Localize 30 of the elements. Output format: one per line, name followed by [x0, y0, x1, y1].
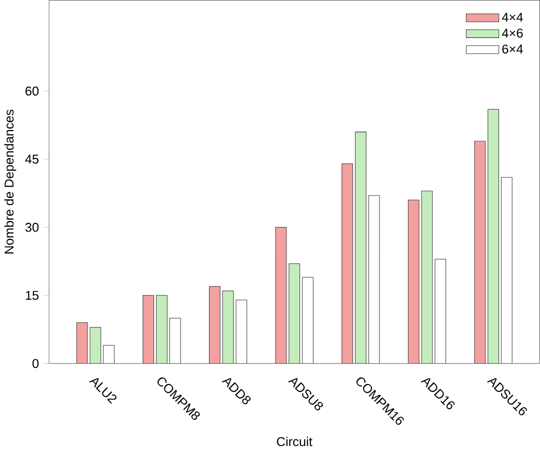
bar	[474, 140, 486, 364]
bar	[209, 286, 220, 364]
bar	[288, 263, 300, 364]
bar	[275, 226, 287, 364]
bar	[408, 200, 420, 364]
y-tick-label: 30	[25, 222, 39, 232]
bar	[342, 163, 353, 364]
bar	[90, 326, 102, 364]
legend-label: 4×4	[502, 12, 523, 22]
bar	[421, 190, 433, 364]
bar	[222, 290, 234, 364]
y-axis-title: Nombre de Dependances	[4, 110, 16, 254]
bar	[169, 318, 181, 364]
y-tick-label: 0	[32, 358, 39, 368]
bar	[142, 294, 154, 364]
bar	[368, 195, 380, 364]
bar	[302, 276, 314, 364]
y-tick-label: 15	[26, 290, 39, 300]
bar	[488, 108, 499, 364]
bar	[103, 344, 114, 364]
bar	[76, 322, 88, 364]
bar	[434, 258, 446, 364]
y-tick-label: 45	[25, 154, 39, 164]
bar	[355, 131, 366, 364]
legend-label: 6×4	[502, 44, 523, 54]
y-tick-label: 60	[26, 86, 39, 96]
bar	[501, 176, 512, 364]
x-axis-title: Circuit	[276, 436, 312, 446]
legend-label: 4×6	[502, 28, 523, 38]
bar	[156, 294, 168, 364]
